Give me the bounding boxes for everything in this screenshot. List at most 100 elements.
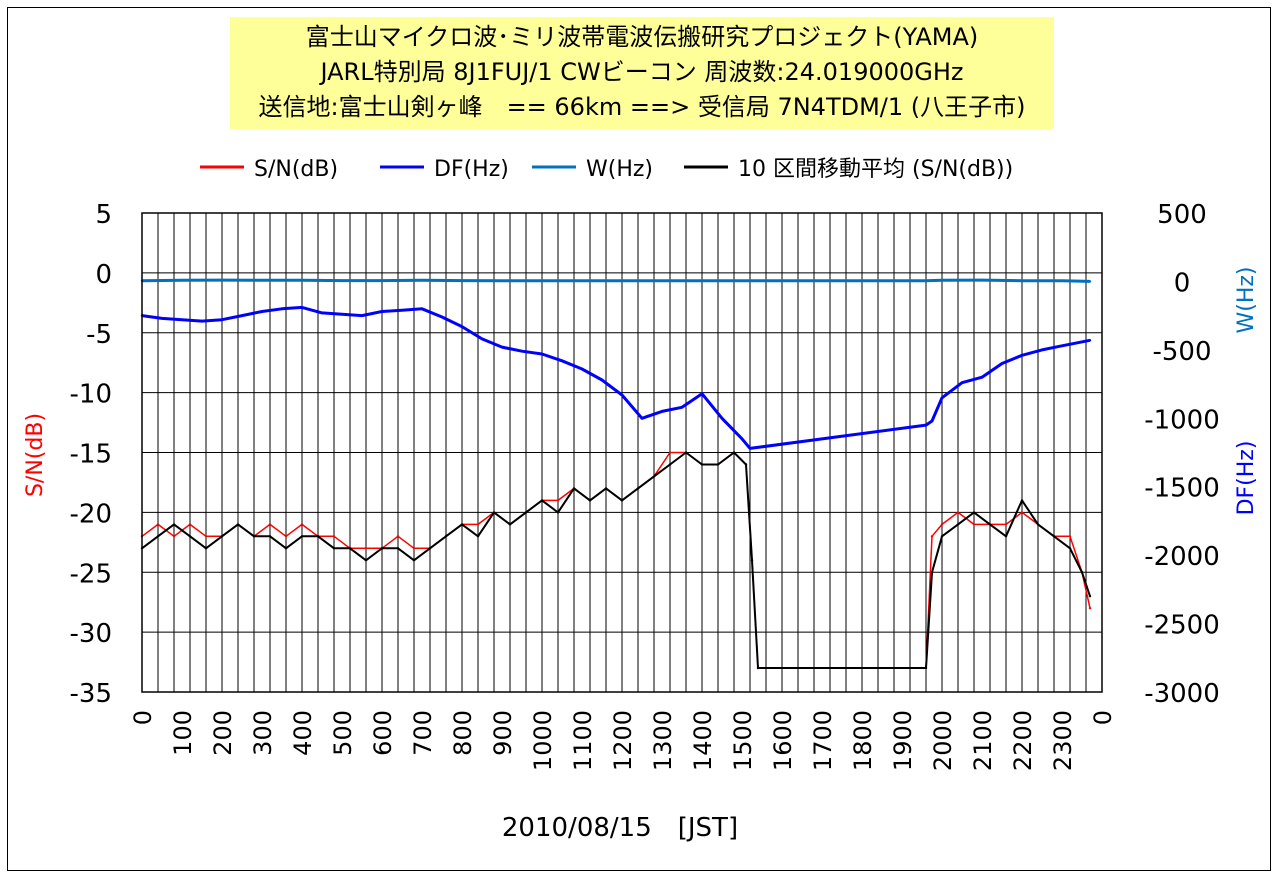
data-point — [172, 523, 176, 526]
data-point — [500, 345, 504, 349]
data-point — [560, 359, 564, 362]
data-point — [1040, 348, 1044, 352]
data-point — [700, 463, 704, 466]
data-point — [300, 535, 304, 538]
data-point — [684, 451, 688, 454]
y-right-tick-label: -2500 — [1144, 611, 1220, 641]
x-tick-label: 1300 — [649, 710, 677, 771]
y-left-tick-label: -20 — [70, 499, 112, 529]
data-point — [988, 523, 992, 526]
data-point — [1020, 511, 1024, 514]
y-left-tick-label: -25 — [70, 559, 112, 589]
y-left-tick-label: 0 — [95, 260, 112, 290]
data-point — [260, 310, 264, 313]
data-point — [680, 406, 684, 409]
data-point — [1088, 595, 1092, 598]
data-point — [600, 378, 604, 382]
data-point — [492, 511, 496, 514]
data-point — [940, 279, 944, 282]
data-point — [660, 410, 664, 413]
data-point — [972, 511, 976, 514]
data-point — [204, 547, 208, 550]
x-tick-label: 500 — [329, 710, 357, 756]
data-point — [956, 523, 960, 526]
y-left-tick-label: -10 — [70, 380, 112, 410]
data-point — [540, 279, 544, 282]
data-point — [480, 337, 484, 341]
series-line-3 — [141, 451, 1091, 669]
data-point — [720, 417, 724, 420]
x-tick-label: 900 — [489, 710, 517, 756]
data-point — [930, 419, 934, 423]
data-point — [540, 499, 544, 502]
data-point — [1000, 362, 1004, 365]
data-point — [660, 279, 664, 282]
data-point — [700, 392, 704, 395]
data-point — [444, 535, 448, 538]
legend-label: DF(Hz) — [434, 157, 509, 182]
data-point — [300, 306, 304, 309]
series-line-1 — [141, 305, 1091, 450]
data-point — [476, 523, 480, 526]
data-point — [316, 535, 320, 538]
data-point — [572, 487, 576, 490]
data-point — [320, 311, 324, 315]
data-point — [420, 307, 424, 310]
data-point — [268, 523, 272, 526]
data-point — [620, 499, 624, 502]
data-point — [300, 523, 304, 526]
data-point — [508, 523, 512, 526]
chart-title-line-3: 送信地:富士山剣ヶ峰 == 66km ==> 受信局 7N4TDM/1 (八王子… — [258, 93, 1026, 121]
data-point — [412, 547, 416, 550]
x-tick-label: 0 — [1089, 710, 1117, 725]
y-right-tick-label: 0 — [1174, 268, 1191, 298]
plot-border — [141, 212, 1103, 693]
y-left-tick-label: 5 — [95, 200, 112, 230]
x-tick-label: 800 — [449, 710, 477, 756]
y-right-tick-label: 500 — [1157, 200, 1207, 230]
data-point — [700, 279, 704, 282]
data-point — [556, 511, 560, 514]
y-axis-right-label-df: DF(Hz) — [1234, 441, 1259, 516]
data-point — [1088, 280, 1092, 283]
data-point — [240, 314, 244, 317]
data-point — [756, 666, 760, 670]
data-point — [460, 325, 464, 328]
data-point — [636, 487, 640, 490]
x-tick-label: 2100 — [969, 710, 997, 771]
data-point — [940, 523, 944, 526]
data-point — [412, 559, 416, 562]
data-point — [360, 314, 364, 317]
data-point — [460, 523, 464, 526]
data-point — [1036, 523, 1040, 526]
x-tick-label: 1600 — [769, 710, 797, 771]
data-point — [380, 279, 384, 282]
data-point — [364, 559, 368, 562]
x-tick-label: 1100 — [569, 710, 597, 771]
data-point — [420, 279, 424, 282]
plot-grid — [142, 212, 1102, 693]
data-point — [652, 475, 656, 478]
data-point — [156, 523, 160, 526]
series-line-0 — [141, 451, 1091, 669]
y-axis-left-label: S/N(dB) — [23, 413, 48, 497]
data-point — [972, 523, 976, 526]
x-tick-label: 1700 — [809, 710, 837, 771]
x-tick-label: 1000 — [529, 710, 557, 771]
data-point — [284, 547, 288, 550]
data-point — [236, 523, 240, 526]
x-tick-label: 0 — [129, 710, 157, 725]
data-point — [204, 535, 208, 538]
data-point — [188, 535, 192, 538]
data-point — [400, 309, 404, 312]
data-point — [180, 279, 184, 282]
data-point — [188, 523, 192, 526]
data-point — [300, 279, 304, 282]
data-point — [750, 559, 754, 562]
y-right-tick-label: -1000 — [1144, 405, 1220, 435]
x-tick-label: 1200 — [609, 710, 637, 771]
data-point — [252, 535, 256, 538]
data-point — [748, 447, 752, 450]
data-point — [924, 666, 928, 670]
